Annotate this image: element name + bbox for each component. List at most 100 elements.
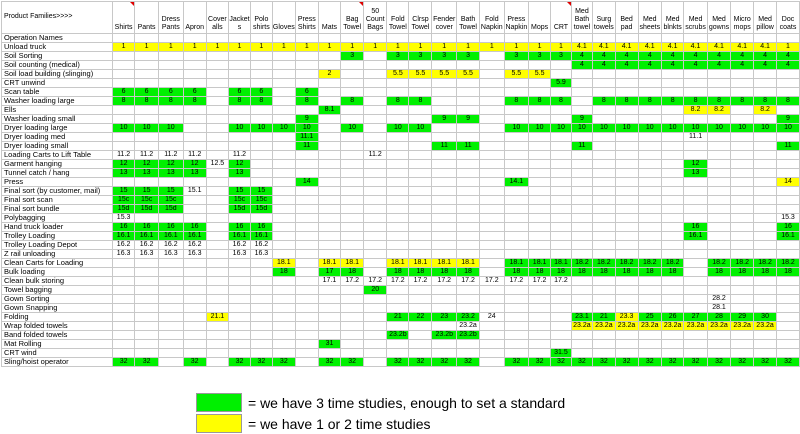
study-cell: 3 [550,51,572,61]
empty-cell [550,222,572,232]
empty-cell [249,177,273,187]
empty-cell [134,69,159,79]
empty-cell [706,249,732,259]
empty-cell [249,141,273,151]
empty-cell [753,294,778,304]
empty-cell [503,141,530,151]
study-cell: 32 [730,357,755,367]
empty-cell [592,348,616,358]
empty-cell [661,330,685,340]
empty-cell [456,303,481,313]
empty-cell [706,69,732,79]
empty-cell [683,69,708,79]
empty-cell [570,213,594,223]
study-cell: 15 [134,186,159,196]
study-cell: 8 [340,96,365,106]
empty-cell [683,87,708,97]
operation-name: Soil Sorting [0,51,114,61]
empty-cell [479,177,505,187]
empty-cell [776,249,800,259]
empty-cell [294,33,319,43]
operation-name: Bulk loading [0,267,114,277]
empty-cell [683,303,708,313]
empty-cell [637,294,663,304]
study-cell: 23.2b [456,330,481,340]
empty-cell [271,348,296,358]
table-row: Press 14 14.1 14 [0,177,800,187]
empty-cell [528,285,552,295]
empty-cell [706,339,732,349]
study-cell: 5.5 [408,69,433,79]
empty-cell [431,177,458,187]
study-cell: 8 [249,96,273,106]
empty-cell [431,213,458,223]
empty-cell [614,285,639,295]
empty-cell [157,177,184,187]
study-cell: 15 [249,186,273,196]
empty-cell [386,213,410,223]
empty-cell [112,60,136,70]
study-cell: 8 [637,96,663,106]
empty-cell [479,78,505,88]
column-header: Gloves [271,1,296,34]
study-cell: 15d [112,204,136,214]
empty-cell [340,204,365,214]
empty-cell [730,213,755,223]
empty-cell [503,105,530,115]
empty-cell [363,78,388,88]
empty-cell [157,330,184,340]
column-header: Pants [134,1,159,34]
empty-cell [550,141,572,151]
empty-cell [479,339,505,349]
empty-cell [112,132,136,142]
column-header: Fold Towel [386,1,410,34]
empty-cell [776,276,800,286]
empty-cell [776,285,800,295]
empty-cell [386,159,410,169]
empty-cell [249,132,273,142]
empty-cell [479,105,505,115]
empty-cell [706,33,732,43]
study-cell: 18 [528,267,552,277]
empty-cell [317,222,342,232]
study-cell: 23 [431,312,458,322]
study-cell: 23.2a [706,321,732,331]
study-cell: 23.2a [592,321,616,331]
study-cell: 1 [112,42,136,52]
empty-cell [456,132,481,142]
empty-cell [157,348,184,358]
empty-cell [753,168,778,178]
empty-cell [157,321,184,331]
empty-cell [205,222,230,232]
empty-cell [661,159,685,169]
empty-cell [637,303,663,313]
empty-cell [294,60,319,70]
table-row: Soil load building (slinging) 2 5.5 5.5 5.5 5… [0,69,800,79]
empty-cell [637,195,663,205]
empty-cell [730,285,755,295]
empty-cell [363,222,388,232]
study-cell: 18 [431,267,458,277]
study-cell: 32 [661,357,685,367]
empty-cell [431,195,458,205]
empty-cell [182,204,207,214]
table-row: Sling/hoist operator 32 32 32 32 32 32 32 32 32 32… [0,357,800,367]
empty-cell [157,78,184,88]
empty-cell [431,105,458,115]
empty-cell [753,213,778,223]
study-cell: 16.1 [112,231,136,241]
study-cell: 4.1 [683,42,708,52]
study-cell: 13 [112,168,136,178]
study-cell: 1 [205,42,230,52]
study-cell: 16.3 [134,249,159,259]
empty-cell [363,213,388,223]
empty-cell [614,231,639,241]
study-cell: 8 [182,96,207,106]
empty-cell [271,222,296,232]
empty-cell [228,33,251,43]
study-cell: 32 [340,357,365,367]
empty-cell [294,240,319,250]
empty-cell [205,177,230,187]
study-cell: 11.1 [683,132,708,142]
empty-cell [112,114,136,124]
